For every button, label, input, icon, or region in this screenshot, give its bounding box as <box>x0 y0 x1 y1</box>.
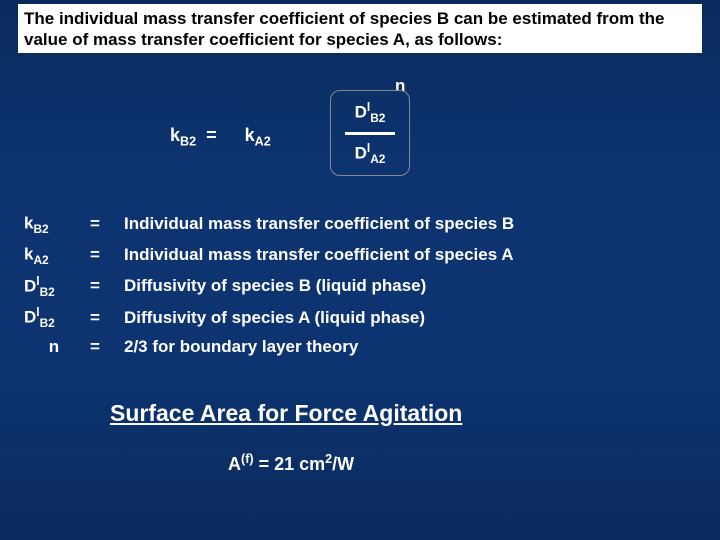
def-eq: = <box>84 304 124 333</box>
mid-base: k <box>245 125 255 145</box>
def-text: Individual mass transfer coefficient of … <box>124 210 514 239</box>
eq-sign: = <box>206 125 217 145</box>
section-title: Surface Area for Force Agitation <box>110 400 462 427</box>
def-symbol: DlB2 <box>24 302 84 333</box>
num-sub: B2 <box>370 112 385 126</box>
def-symbol: n <box>24 333 84 362</box>
den-base: D <box>355 143 367 162</box>
bottom-formula: A(f) = 21 cm2/W <box>228 452 354 475</box>
heading-box: The individual mass transfer coefficient… <box>18 4 702 53</box>
def-text: Individual mass transfer coefficient of … <box>124 241 514 270</box>
bf-base: A <box>228 454 241 474</box>
fraction-box: DlB2 DlA2 <box>330 90 410 176</box>
def-eq: = <box>84 241 124 270</box>
fraction-numerator: DlB2 <box>355 100 386 125</box>
def-text: 2/3 for boundary layer theory <box>124 333 358 362</box>
lhs-base: k <box>170 125 180 145</box>
num-base: D <box>355 103 367 122</box>
bf-sup: (f) <box>241 452 254 466</box>
equation-row: kB2 = kA2 <box>170 125 271 149</box>
def-symbol: kA2 <box>24 239 84 270</box>
def-symbol: kB2 <box>24 208 84 239</box>
def-eq: = <box>84 333 124 362</box>
definition-row: kB2 = Individual mass transfer coefficie… <box>24 208 514 239</box>
definition-row: DlB2 = Diffusivity of species B (liquid … <box>24 271 514 302</box>
equation-mid: kA2 <box>245 125 271 149</box>
definition-row: DlB2 = Diffusivity of species A (liquid … <box>24 302 514 333</box>
lhs-sub: B2 <box>180 135 196 149</box>
def-symbol: DlB2 <box>24 271 84 302</box>
bf-tail: /W <box>332 454 354 474</box>
def-text: Diffusivity of species B (liquid phase) <box>124 272 426 301</box>
definition-row: kA2 = Individual mass transfer coefficie… <box>24 239 514 270</box>
def-text: Diffusivity of species A (liquid phase) <box>124 304 425 333</box>
definitions-block: kB2 = Individual mass transfer coefficie… <box>24 208 514 362</box>
definition-row: n = 2/3 for boundary layer theory <box>24 333 514 362</box>
den-sub: A2 <box>370 152 385 166</box>
bf-eq: = 21 cm <box>254 454 326 474</box>
def-eq: = <box>84 272 124 301</box>
mid-sub: A2 <box>255 135 271 149</box>
def-eq: = <box>84 210 124 239</box>
fraction-line <box>345 132 395 135</box>
equation-lhs: kB2 = <box>170 125 217 149</box>
heading-text: The individual mass transfer coefficient… <box>24 9 665 49</box>
fraction-denominator: DlA2 <box>355 141 386 166</box>
